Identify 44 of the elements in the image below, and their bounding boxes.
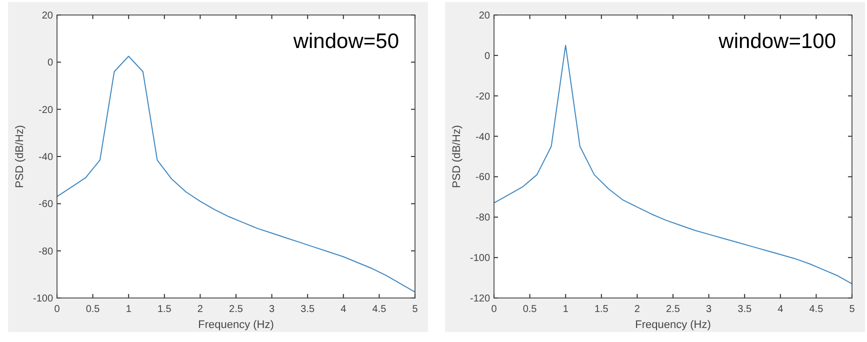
y-axis-title: PSD (dB/Hz) — [14, 125, 26, 188]
y-tick-label: -120 — [470, 294, 490, 304]
y-tick-label: -20 — [476, 91, 490, 102]
x-tick-label: 2.5 — [229, 304, 244, 315]
x-tick-label: 3 — [706, 304, 712, 315]
line-series — [56, 56, 416, 293]
x-tick-label: 3.5 — [300, 304, 315, 315]
x-tick-label: 4.5 — [372, 304, 387, 315]
x-tick-label: 0.5 — [86, 304, 100, 315]
x-axis-title: Frequency (Hz) — [198, 319, 274, 331]
y-tick-label: -100 — [470, 253, 490, 264]
x-tick-label: 2 — [634, 304, 640, 315]
annotation: window=50 — [292, 30, 399, 53]
x-tick-label: 4 — [778, 304, 784, 315]
y-tick-label: -40 — [38, 152, 54, 163]
x-tick-label: 5 — [849, 304, 856, 315]
x-tick-label: 1 — [562, 304, 569, 315]
x-tick-label: 0.5 — [522, 304, 538, 315]
x-tick-label: 1 — [126, 304, 132, 315]
x-axis-title: Frequency (Hz) — [635, 319, 711, 331]
x-tick-label: 2 — [197, 304, 204, 315]
x-tick-label: 1.5 — [594, 304, 609, 315]
x-tick-label: 4.5 — [809, 304, 824, 315]
y-tick-label: 20 — [478, 10, 490, 22]
y-tick-label: -60 — [476, 172, 490, 184]
x-tick-label: 3 — [269, 304, 276, 315]
x-tick-label: 0 — [54, 304, 60, 315]
x-tick-label: 4 — [340, 304, 347, 315]
x-tick-label: 5 — [412, 304, 418, 315]
x-tick-label: 0 — [491, 304, 498, 315]
y-tick-label: -100 — [32, 294, 54, 304]
x-tick-label: 3.5 — [738, 304, 752, 315]
y-tick-label: -20 — [38, 104, 54, 116]
y-tick-label: 20 — [42, 10, 54, 22]
x-tick-label: 1.5 — [157, 304, 172, 315]
y-tick-label: 0 — [47, 58, 54, 69]
annotation: window=100 — [718, 30, 836, 53]
y-tick-label: -60 — [38, 199, 54, 210]
y-tick-label: -80 — [476, 212, 490, 224]
y-tick-label: -40 — [476, 132, 490, 143]
y-tick-label: 0 — [484, 50, 490, 62]
x-tick-label: 2.5 — [666, 304, 680, 315]
y-axis-title: PSD (dB/Hz) — [451, 125, 463, 188]
y-tick-label: -80 — [38, 246, 54, 258]
